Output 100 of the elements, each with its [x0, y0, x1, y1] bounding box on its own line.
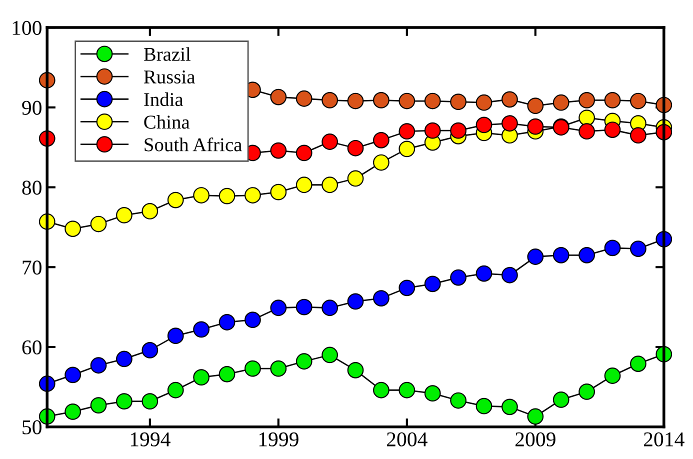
point — [373, 154, 390, 171]
point — [373, 92, 390, 108]
point — [193, 187, 210, 204]
x-tick-label: 2009 — [515, 432, 556, 446]
point — [270, 360, 287, 377]
point — [604, 92, 621, 108]
x-tick-label: 2004 — [386, 432, 428, 446]
point — [552, 94, 570, 111]
y-tick-label: 90 — [22, 100, 42, 115]
point — [373, 382, 390, 398]
point — [578, 384, 595, 400]
point — [142, 203, 158, 220]
point — [476, 265, 492, 282]
point — [296, 353, 312, 370]
legend-label: South Africa — [144, 137, 242, 152]
point — [424, 92, 441, 110]
point — [424, 276, 441, 292]
point — [373, 290, 390, 306]
point — [476, 94, 492, 111]
point — [218, 366, 236, 382]
y-tick-label: 80 — [22, 180, 42, 195]
point — [347, 293, 364, 310]
point — [527, 118, 544, 135]
point — [167, 382, 184, 398]
point — [218, 188, 236, 204]
point — [630, 240, 646, 257]
point — [116, 207, 132, 224]
point — [398, 140, 416, 158]
point — [244, 312, 261, 328]
point — [270, 88, 287, 106]
point — [218, 314, 236, 330]
point — [322, 176, 338, 194]
point — [424, 385, 441, 402]
point — [502, 398, 518, 416]
point — [347, 170, 364, 187]
point — [398, 123, 416, 140]
point — [552, 246, 570, 264]
point — [296, 90, 312, 107]
point — [322, 134, 338, 150]
legend-label: Russia — [144, 70, 195, 84]
legend-label: China — [144, 115, 190, 129]
point — [270, 184, 287, 200]
point — [604, 122, 621, 138]
point — [450, 122, 466, 139]
point — [373, 132, 390, 148]
point — [347, 362, 364, 378]
point — [90, 397, 107, 414]
x-tick-label: 2014 — [644, 432, 684, 446]
y-tick-label: 70 — [22, 260, 42, 275]
point — [398, 92, 416, 110]
point — [450, 269, 466, 286]
point — [322, 300, 338, 316]
point — [527, 98, 544, 114]
point — [502, 115, 518, 132]
point — [116, 393, 132, 410]
point — [398, 280, 416, 296]
point — [578, 246, 595, 264]
point — [322, 346, 338, 364]
point — [450, 94, 466, 110]
point — [604, 368, 621, 384]
point — [270, 300, 287, 316]
point — [347, 140, 364, 156]
y-tick-label: 50 — [22, 420, 42, 434]
point — [578, 123, 595, 140]
point — [270, 142, 287, 159]
point — [604, 240, 621, 256]
point — [527, 408, 544, 425]
point — [424, 122, 441, 139]
point — [347, 92, 364, 110]
point — [322, 92, 338, 108]
point — [142, 342, 158, 358]
point — [476, 116, 492, 134]
point — [552, 392, 570, 408]
point — [64, 404, 82, 420]
point — [193, 369, 210, 386]
point — [90, 357, 107, 374]
point — [296, 298, 312, 316]
point — [450, 392, 466, 409]
x-tick-label: 1999 — [259, 432, 298, 446]
point — [167, 328, 184, 344]
legend-label: India — [144, 92, 184, 106]
point — [630, 356, 646, 372]
point — [502, 91, 518, 108]
y-tick-label: 60 — [22, 340, 42, 354]
point — [398, 382, 416, 398]
point — [193, 321, 210, 338]
point — [578, 110, 595, 126]
point — [296, 144, 312, 162]
point — [244, 360, 261, 377]
point — [244, 187, 261, 204]
legend-label: Brazil — [144, 47, 191, 61]
point — [296, 176, 312, 194]
point — [142, 393, 158, 410]
x-tick-label: 1994 — [130, 432, 170, 446]
point — [64, 220, 82, 237]
point — [578, 92, 595, 108]
point — [116, 350, 132, 368]
point — [630, 127, 646, 144]
point — [64, 366, 82, 384]
point — [630, 92, 646, 110]
